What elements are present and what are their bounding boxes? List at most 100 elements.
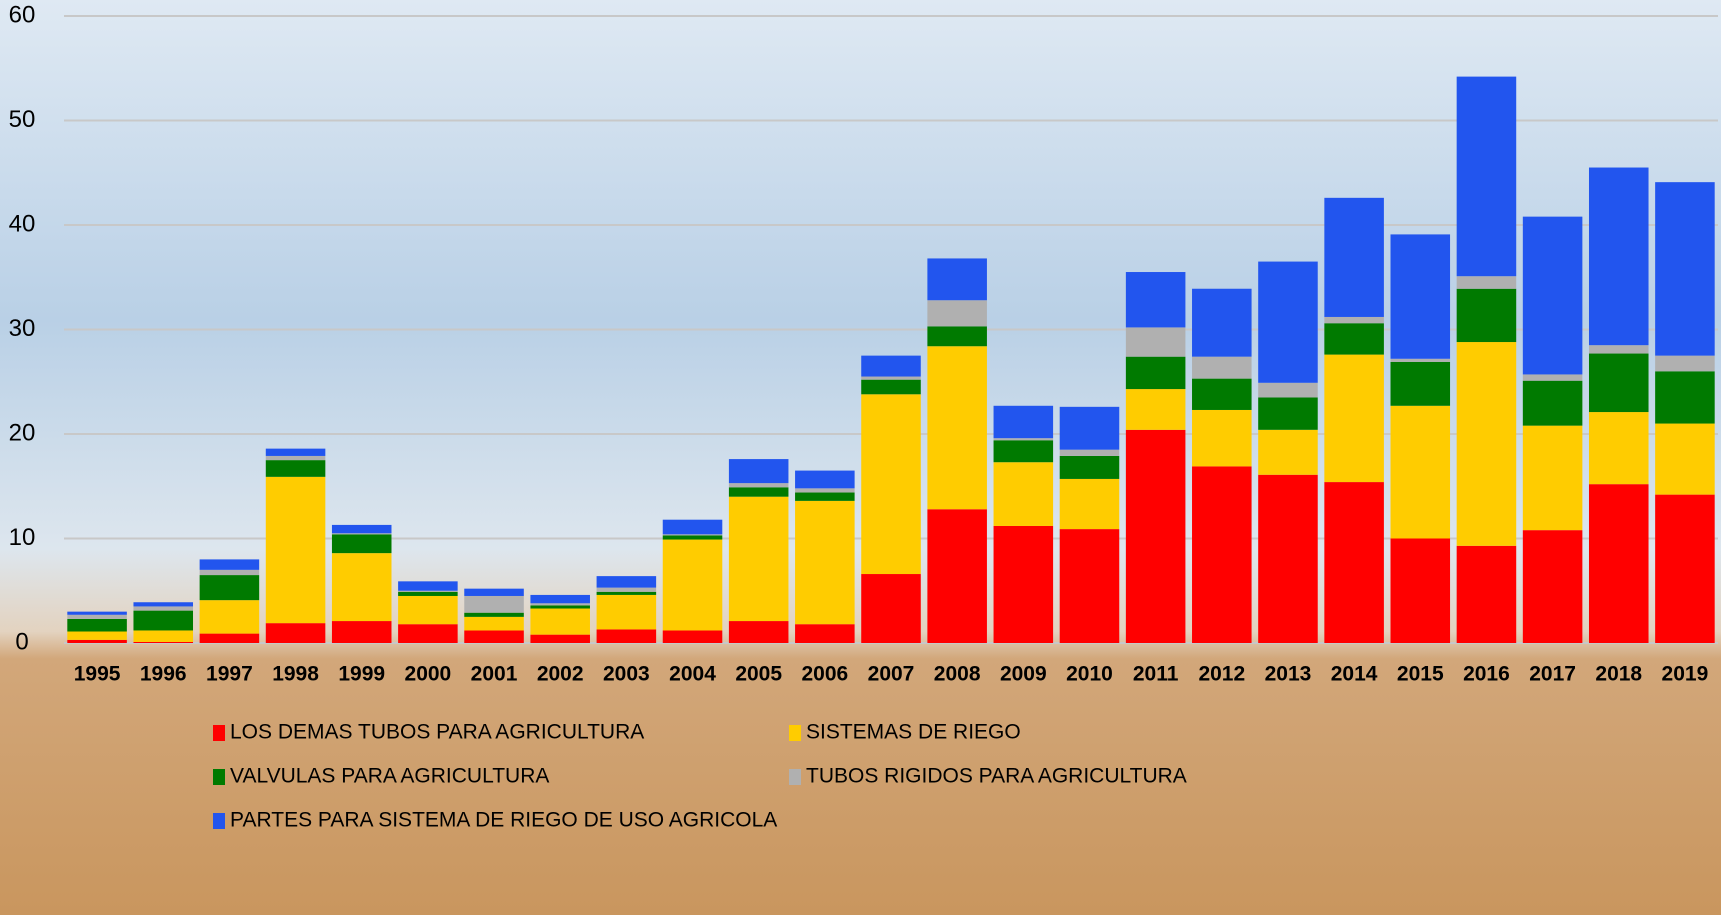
bar-segment xyxy=(994,406,1054,438)
x-tick-label: 2003 xyxy=(603,663,650,686)
bar-segment xyxy=(994,526,1054,643)
x-tick-label: 2000 xyxy=(405,663,452,686)
bar-segment xyxy=(861,380,921,395)
bar-segment xyxy=(1457,289,1517,342)
bar-segment xyxy=(398,596,458,624)
x-tick-label: 2017 xyxy=(1529,663,1576,686)
y-tick-label: 60 xyxy=(9,1,36,28)
legend-label: LOS DEMAS TUBOS PARA AGRICULTURA xyxy=(230,721,644,744)
bar-segment xyxy=(1192,379,1252,410)
bar-segment xyxy=(1391,234,1451,358)
legend-label: SISTEMAS DE RIEGO xyxy=(806,721,1021,744)
bar-segment xyxy=(795,501,855,624)
legend-swatch xyxy=(789,769,801,785)
y-tick-label: 10 xyxy=(9,524,36,551)
bar-segment xyxy=(200,570,260,575)
bar-segment xyxy=(1060,450,1120,456)
bar-segment xyxy=(597,592,657,595)
bar-segment xyxy=(927,300,987,326)
x-tick-label: 1999 xyxy=(338,663,385,686)
x-tick-label: 2014 xyxy=(1331,663,1378,686)
bar-segment xyxy=(67,640,127,643)
bar-segment xyxy=(200,600,260,633)
bar-segment xyxy=(663,630,723,643)
bar-segment xyxy=(464,613,524,617)
bar-segment xyxy=(861,574,921,643)
bar-segment xyxy=(332,553,392,621)
x-tick-label: 1997 xyxy=(206,663,253,686)
x-tick-label: 1998 xyxy=(272,663,319,686)
bar-segment xyxy=(1457,77,1517,277)
bar-segment xyxy=(927,346,987,509)
bar-segment xyxy=(1457,342,1517,546)
bar-segment xyxy=(1655,356,1715,372)
x-tick-label: 2006 xyxy=(801,663,848,686)
x-tick-label: 2011 xyxy=(1133,663,1179,686)
y-tick-label: 40 xyxy=(9,210,36,237)
bar-segment xyxy=(1258,262,1318,383)
x-tick-label: 2002 xyxy=(537,663,584,686)
bar-segment xyxy=(1457,546,1517,643)
bar-segment xyxy=(1523,217,1583,375)
bar-segment xyxy=(1060,456,1120,479)
x-tick-label: 2018 xyxy=(1595,663,1642,686)
bar-segment xyxy=(927,258,987,300)
bar-segment xyxy=(729,459,789,483)
bar-segment xyxy=(1655,495,1715,643)
bar-segment xyxy=(67,612,127,615)
bar-segment xyxy=(530,605,590,608)
bar-segment xyxy=(464,617,524,631)
bar-segment xyxy=(1589,484,1649,643)
bar-segment xyxy=(530,609,590,635)
bar-segment xyxy=(1391,406,1451,539)
bar-segment xyxy=(266,449,326,456)
y-tick-label: 0 xyxy=(15,628,28,655)
bar-segment xyxy=(1391,362,1451,406)
x-tick-label: 2016 xyxy=(1463,663,1510,686)
bar-segment xyxy=(1192,357,1252,379)
legend-swatch xyxy=(213,769,225,785)
legend-swatch xyxy=(789,725,801,741)
bar-segment xyxy=(1589,412,1649,484)
bar-segment xyxy=(994,462,1054,526)
bar-segment xyxy=(133,602,193,606)
bar-segment xyxy=(795,488,855,492)
bar-segment xyxy=(1192,289,1252,357)
x-tick-label: 1996 xyxy=(140,663,187,686)
bar-segment xyxy=(266,456,326,460)
x-tick-label: 2007 xyxy=(868,663,915,686)
bar-segment xyxy=(67,619,127,632)
bar-segment xyxy=(1589,168,1649,346)
bar-segment xyxy=(663,520,723,535)
x-tick-label: 2019 xyxy=(1662,663,1709,686)
legend-swatch xyxy=(213,813,225,829)
bar-segment xyxy=(200,575,260,600)
bar-segment xyxy=(663,535,723,539)
x-tick-label: 2001 xyxy=(471,663,518,686)
bar-segment xyxy=(67,615,127,619)
x-tick-label: 2012 xyxy=(1198,663,1245,686)
bar-segment xyxy=(729,621,789,643)
bar-segment xyxy=(994,440,1054,462)
bar-segment xyxy=(597,576,657,587)
bar-segment xyxy=(1192,466,1252,643)
bar-segment xyxy=(1192,410,1252,466)
bar-segment xyxy=(729,497,789,621)
legend-label: VALVULAS PARA AGRICULTURA xyxy=(230,765,549,788)
bar-segment xyxy=(1126,327,1186,356)
x-tick-label: 2015 xyxy=(1397,663,1444,686)
x-tick-label: 2008 xyxy=(934,663,981,686)
bar-segment xyxy=(729,487,789,496)
bar-segment xyxy=(1523,381,1583,426)
bar-segment xyxy=(1126,389,1186,430)
bar-segment xyxy=(67,632,127,640)
bar-segment xyxy=(266,460,326,477)
bar-segment xyxy=(1391,539,1451,644)
bar-segment xyxy=(795,471,855,489)
bar-segment xyxy=(663,540,723,631)
bar-segment xyxy=(1324,482,1384,643)
bar-segment xyxy=(861,377,921,380)
bar-segment xyxy=(597,588,657,592)
bar-segment xyxy=(464,589,524,596)
bar-segment xyxy=(795,493,855,501)
